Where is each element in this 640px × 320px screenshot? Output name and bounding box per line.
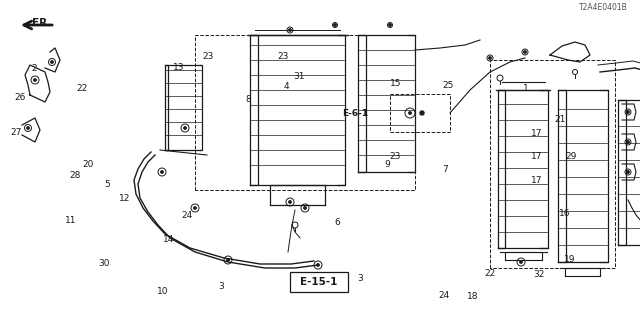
Text: 3: 3 [218,282,223,291]
Circle shape [317,264,319,266]
Text: 1: 1 [524,84,529,92]
Circle shape [627,141,629,143]
Text: 5: 5 [105,180,110,188]
Circle shape [34,79,36,81]
Text: 32: 32 [533,270,545,279]
Text: 17: 17 [531,129,542,138]
Text: 26: 26 [15,93,26,102]
Text: E-15-1: E-15-1 [300,277,338,287]
Circle shape [51,61,53,63]
Circle shape [194,207,196,209]
Text: 22: 22 [484,269,495,278]
Text: 17: 17 [531,176,542,185]
Circle shape [334,24,336,26]
Text: 27: 27 [10,128,22,137]
Text: 4: 4 [284,82,289,91]
Circle shape [289,29,291,31]
Circle shape [161,171,163,173]
Circle shape [388,24,391,26]
Circle shape [627,111,629,113]
Circle shape [627,171,629,173]
Bar [390,94,450,132]
Text: 25: 25 [442,81,454,90]
Text: 20: 20 [83,160,94,169]
Text: 16: 16 [559,209,570,218]
Text: 15: 15 [390,79,401,88]
Text: 13: 13 [173,63,185,72]
Text: 19: 19 [564,255,575,264]
Text: 21: 21 [554,115,566,124]
Text: FR.: FR. [32,18,52,28]
Text: 11: 11 [65,216,76,225]
Text: 9: 9 [385,160,390,169]
Circle shape [304,207,306,209]
Circle shape [489,57,492,59]
Bar [290,272,348,292]
Text: 6: 6 [335,218,340,227]
Circle shape [520,261,522,263]
Text: T2A4E0401B: T2A4E0401B [579,3,628,12]
Text: 12: 12 [119,194,131,203]
Text: 17: 17 [531,152,542,161]
Circle shape [227,259,229,261]
Text: 24: 24 [181,211,193,220]
Text: E-6-1: E-6-1 [342,108,368,117]
Circle shape [27,127,29,129]
Text: 23: 23 [390,152,401,161]
Circle shape [524,51,526,53]
Circle shape [420,111,424,115]
Text: 28: 28 [70,171,81,180]
Text: 18: 18 [467,292,478,301]
Text: 24: 24 [438,291,449,300]
Text: 14: 14 [163,235,174,244]
Circle shape [289,201,291,203]
Text: 10: 10 [157,287,169,296]
Text: 29: 29 [565,152,577,161]
Text: 23: 23 [202,52,214,60]
Text: 2: 2 [31,64,36,73]
Text: 30: 30 [98,259,109,268]
Text: 31: 31 [294,72,305,81]
Text: 22: 22 [76,84,88,92]
Circle shape [184,127,186,129]
Text: 8: 8 [246,95,251,104]
Text: 7: 7 [442,165,447,174]
Text: 23: 23 [277,52,289,60]
Circle shape [409,112,412,114]
Text: 3: 3 [358,274,363,283]
